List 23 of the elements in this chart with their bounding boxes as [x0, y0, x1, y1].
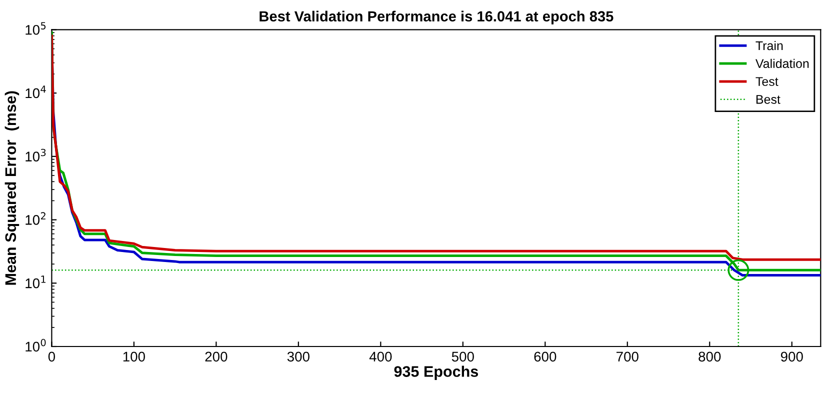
- y-tick-label: 10$^{0}$: [26, 338, 46, 352]
- legend-label: Train: [756, 40, 783, 50]
- y-tick-label: 10$^{1}$: [26, 276, 46, 288]
- y-tick-label: 10$^{5}$: [26, 22, 46, 35]
- x-tick-label: 200: [205, 352, 228, 362]
- y-tick-label: 10$^{4}$: [26, 86, 46, 98]
- x-tick-label: 0: [48, 352, 56, 362]
- x-tick-label: 700: [616, 352, 638, 362]
- chart-title: Best Validation Performance is 16.041 at epoch 835: [260, 10, 614, 24]
- x-tick-label: 500: [452, 352, 474, 362]
- x-tick-label: 100: [123, 352, 145, 362]
- x-tick-label: 800: [698, 352, 721, 362]
- y-axis-title: Mean Squared Error (mse): [4, 91, 20, 285]
- legend-label: Test: [756, 77, 778, 86]
- legend-label: Validation: [755, 58, 809, 68]
- x-tick-label: 400: [369, 352, 392, 362]
- x-tick-label: 600: [534, 352, 556, 362]
- x-axis-title: 935 Epochs: [394, 366, 478, 380]
- y-tick-label: 10$^{3}$: [26, 148, 46, 162]
- x-tick-label: 300: [287, 352, 310, 362]
- y-tick-label: 10$^{2}$: [26, 212, 46, 225]
- ref-line-label: Best: [756, 95, 780, 104]
- x-tick-label: 900: [780, 352, 803, 362]
